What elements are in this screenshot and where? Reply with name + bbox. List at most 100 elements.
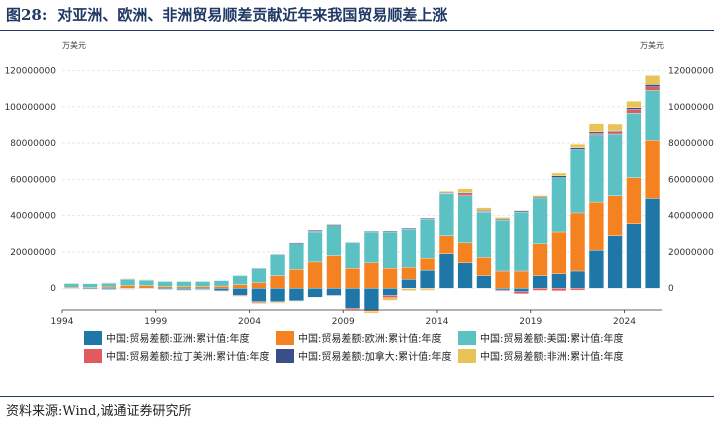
y-tick-label-right: 0 bbox=[668, 284, 674, 294]
bar-segment bbox=[495, 217, 511, 220]
bar-segment bbox=[213, 290, 229, 292]
x-tick-label: 2004 bbox=[238, 317, 261, 327]
y-tick-label-left: 20000000 bbox=[10, 248, 56, 258]
legend-swatch bbox=[84, 348, 102, 363]
bar-segment bbox=[420, 258, 436, 271]
bar-segment bbox=[138, 279, 154, 281]
bar-segment bbox=[532, 243, 548, 276]
legend-swatch bbox=[458, 348, 476, 363]
bar-segment bbox=[382, 231, 398, 269]
bar-segment bbox=[213, 285, 229, 289]
bar-segment bbox=[401, 228, 417, 230]
bar-segment bbox=[626, 113, 642, 178]
bar-segment bbox=[363, 231, 379, 233]
bar-segment bbox=[232, 288, 248, 296]
bar-segment bbox=[251, 282, 267, 289]
bar-segment bbox=[495, 220, 511, 272]
y-tick-label-right: 60000000 bbox=[668, 175, 714, 185]
bar-segment bbox=[420, 269, 436, 289]
y-tick-label-right: 20000000 bbox=[668, 248, 714, 258]
bar-segment bbox=[457, 195, 473, 244]
bar-segment bbox=[551, 177, 567, 233]
bar-segment bbox=[345, 242, 361, 269]
bar-segment bbox=[176, 281, 192, 287]
y-tick-label-left: 80000000 bbox=[10, 139, 56, 149]
bar-segment bbox=[476, 207, 492, 211]
legend-label: 中国:贸易差额:亚洲:累计值:年度 bbox=[106, 334, 250, 345]
bar-segment bbox=[157, 288, 173, 290]
bar-segment bbox=[345, 288, 361, 309]
bar-segment bbox=[326, 288, 342, 296]
bar-segment bbox=[176, 290, 192, 292]
bar-segment bbox=[570, 144, 586, 148]
bar-segment bbox=[457, 192, 473, 195]
bar-segment bbox=[420, 288, 436, 291]
bar-segment bbox=[101, 282, 117, 284]
bar-segment bbox=[232, 284, 248, 289]
bar-segment bbox=[101, 282, 117, 288]
bar-segment bbox=[645, 84, 661, 87]
bar-segment bbox=[513, 288, 529, 293]
y-tick-label-right: 120000000 bbox=[668, 67, 714, 77]
bar-segment bbox=[420, 218, 436, 220]
bar-segment bbox=[326, 255, 342, 289]
bar-segment bbox=[570, 147, 586, 150]
bar-segment bbox=[438, 191, 454, 193]
bar-segment bbox=[532, 288, 548, 291]
bar-segment bbox=[213, 288, 229, 291]
bar-segment bbox=[120, 279, 136, 286]
y-tick-label-right: 80000000 bbox=[668, 139, 714, 149]
legend-item: 中国:贸易差额:美国:累计值:年度 bbox=[458, 330, 623, 345]
source-note: 资料来源:Wind,诚通证券研究所 bbox=[6, 404, 192, 419]
bar-segment bbox=[607, 235, 623, 289]
bar-segment bbox=[401, 267, 417, 280]
bar-segment bbox=[532, 197, 548, 199]
legend-item: 中国:贸易差额:非洲:累计值:年度 bbox=[458, 348, 623, 363]
legend-label: 中国:贸易差额:加拿大:累计值:年度 bbox=[298, 352, 452, 363]
bar-segment bbox=[120, 278, 136, 280]
bar-segment bbox=[326, 225, 342, 256]
bar-segment bbox=[645, 198, 661, 289]
bar-segment bbox=[588, 249, 604, 289]
bar-segment bbox=[551, 288, 567, 291]
bar-segment bbox=[551, 273, 567, 289]
bar-segment bbox=[570, 270, 586, 289]
bar-segment bbox=[476, 257, 492, 276]
bar-segment bbox=[232, 275, 248, 285]
bar-segment bbox=[551, 175, 567, 178]
bar-segment bbox=[251, 288, 267, 302]
bar-segment bbox=[363, 262, 379, 289]
bar-segment bbox=[607, 131, 623, 135]
legend-item: 中国:贸易差额:拉丁美洲:累计值:年度 bbox=[84, 348, 269, 363]
bar-segment bbox=[195, 288, 211, 290]
bar-segment bbox=[326, 224, 342, 226]
bar-segment bbox=[363, 288, 379, 311]
bar-segment bbox=[101, 286, 117, 289]
bar-segment bbox=[626, 109, 642, 114]
bar-segment bbox=[138, 285, 154, 289]
bar-segment bbox=[213, 280, 229, 287]
bar-segment bbox=[270, 275, 286, 289]
bar-segment bbox=[157, 289, 173, 290]
bar-segment bbox=[513, 210, 529, 212]
bar-segment bbox=[495, 289, 511, 292]
legend-item: 中国:贸易差额:欧洲:累计值:年度 bbox=[276, 330, 441, 345]
bar-segment bbox=[138, 280, 154, 286]
bar-segment bbox=[457, 242, 473, 263]
bar-segment bbox=[476, 211, 492, 258]
bar-segment bbox=[270, 253, 286, 255]
bar-segment bbox=[401, 288, 417, 291]
bar-segment bbox=[588, 132, 604, 136]
bar-segment bbox=[588, 123, 604, 132]
bar-segment bbox=[420, 219, 436, 259]
bar-segment bbox=[588, 201, 604, 251]
y-tick-label-left: 100000000 bbox=[4, 103, 56, 113]
bar-segment bbox=[307, 297, 323, 298]
bar-segment bbox=[438, 235, 454, 254]
bar-segment bbox=[457, 193, 473, 196]
footer-rule bbox=[0, 396, 714, 397]
bar-segment bbox=[307, 261, 323, 289]
figure-label: 图28: bbox=[6, 6, 48, 24]
bar-segment bbox=[513, 210, 529, 213]
bar-segment bbox=[551, 231, 567, 274]
